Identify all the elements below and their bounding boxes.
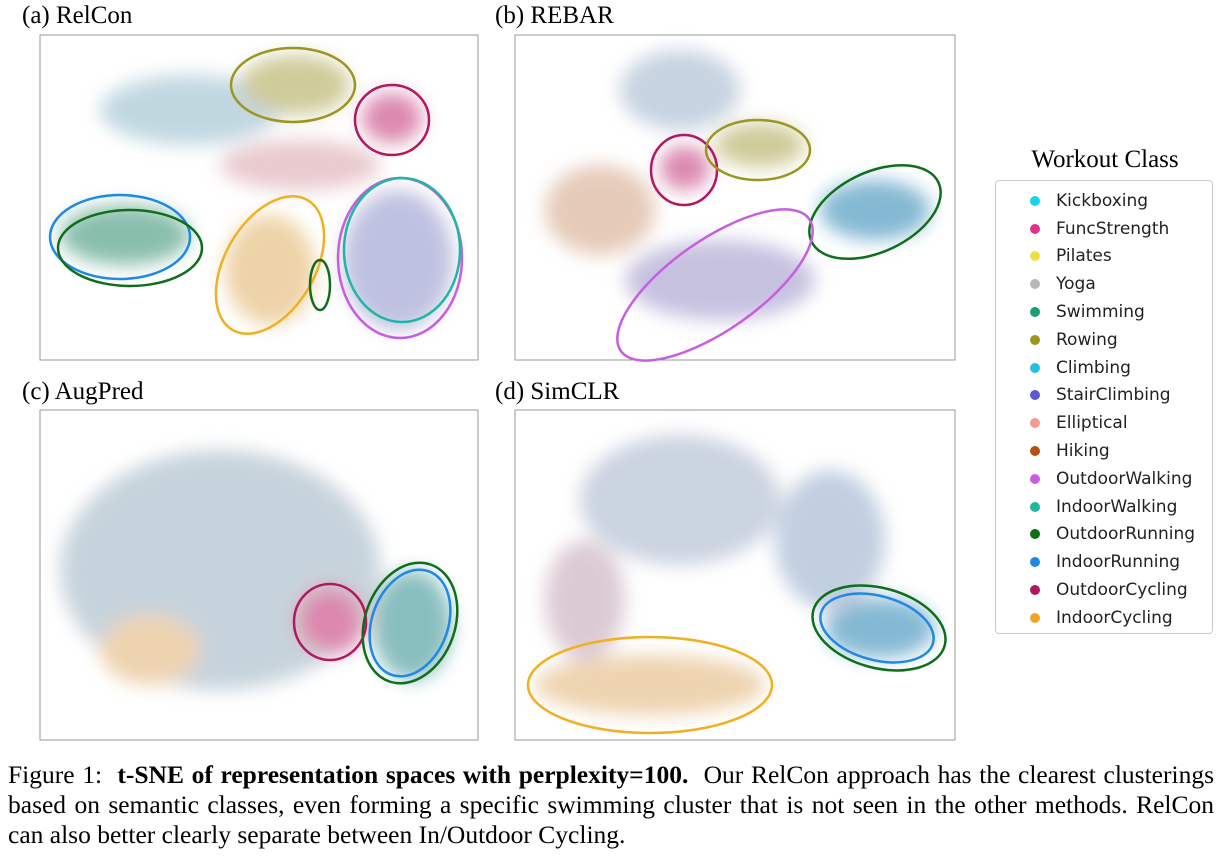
panel-label: (b) REBAR xyxy=(495,2,614,29)
legend-item: Yoga xyxy=(996,270,1212,298)
legend-label: OutdoorCycling xyxy=(1056,580,1188,601)
legend-marker xyxy=(1030,418,1040,429)
legend-label: Kickboxing xyxy=(1056,190,1149,211)
legend-label: OutdoorRunning xyxy=(1056,524,1196,545)
legend-item: Swimming xyxy=(996,298,1212,326)
legend-marker xyxy=(1030,529,1040,540)
legend-label: FuncStrength xyxy=(1056,218,1170,239)
caption: Figure 1: t-SNE of representation spaces… xyxy=(8,760,1214,850)
panel-label: (c) AugPred xyxy=(22,378,144,405)
legend-item: Pilates xyxy=(996,243,1212,271)
legend-marker xyxy=(1030,251,1040,262)
legend-marker xyxy=(1030,501,1040,512)
tsne-panels xyxy=(39,34,956,741)
legend-item: StairClimbing xyxy=(996,382,1212,410)
legend-label: IndoorRunning xyxy=(1056,552,1181,573)
legend-item: IndoorRunning xyxy=(996,548,1212,576)
legend-item: OutdoorWalking xyxy=(996,465,1212,493)
legend-label: IndoorCycling xyxy=(1056,607,1173,628)
legend-marker xyxy=(1030,557,1040,568)
point-clouds xyxy=(60,50,935,715)
legend-marker xyxy=(1030,279,1040,290)
legend-marker xyxy=(1030,362,1040,373)
legend-item: IndoorWalking xyxy=(996,493,1212,521)
legend-label: Rowing xyxy=(1056,329,1118,350)
legend-item: Hiking xyxy=(996,437,1212,465)
caption-bold: t-SNE of representation spaces with perp… xyxy=(117,760,689,789)
panel-label: (d) SimCLR xyxy=(495,378,620,405)
legend-label: Elliptical xyxy=(1056,413,1128,434)
legend-marker xyxy=(1030,223,1040,234)
legend-label: IndoorWalking xyxy=(1056,496,1178,517)
legend-marker xyxy=(1030,585,1040,596)
legend-marker xyxy=(1030,446,1040,457)
legend-label: Climbing xyxy=(1056,357,1131,378)
caption-lead: Figure 1: xyxy=(8,760,103,789)
legend-marker xyxy=(1030,612,1040,623)
legend-label: Swimming xyxy=(1056,302,1145,323)
panel-label: (a) RelCon xyxy=(22,2,133,29)
legend-item: OutdoorCycling xyxy=(996,576,1212,604)
legend-item: IndoorCycling xyxy=(996,604,1212,632)
highlight-ellipses xyxy=(48,46,947,735)
caption-text: Our RelCon approach has the clearest clu… xyxy=(8,760,1215,849)
legend-marker xyxy=(1030,473,1040,484)
legend-label: OutdoorWalking xyxy=(1056,468,1193,489)
legend-item: Kickboxing xyxy=(996,187,1212,215)
legend-title: Workout Class xyxy=(1031,146,1179,173)
legend-item: Elliptical xyxy=(996,409,1212,437)
legend-label: Hiking xyxy=(1056,441,1110,462)
panel-frames xyxy=(39,34,956,741)
legend-item: OutdoorRunning xyxy=(996,521,1212,549)
legend-label: Pilates xyxy=(1056,246,1112,267)
legend-marker xyxy=(1030,390,1040,401)
legend: Kickboxing FuncStrength Pilates Yoga Swimmin… xyxy=(995,180,1213,634)
legend-marker xyxy=(1030,307,1040,318)
legend-item: Climbing xyxy=(996,354,1212,382)
legend-marker xyxy=(1030,334,1040,345)
legend-label: Yoga xyxy=(1056,274,1096,295)
legend-label: StairClimbing xyxy=(1056,385,1171,406)
legend-marker xyxy=(1030,195,1040,206)
legend-item: Rowing xyxy=(996,326,1212,354)
legend-item: FuncStrength xyxy=(996,215,1212,243)
